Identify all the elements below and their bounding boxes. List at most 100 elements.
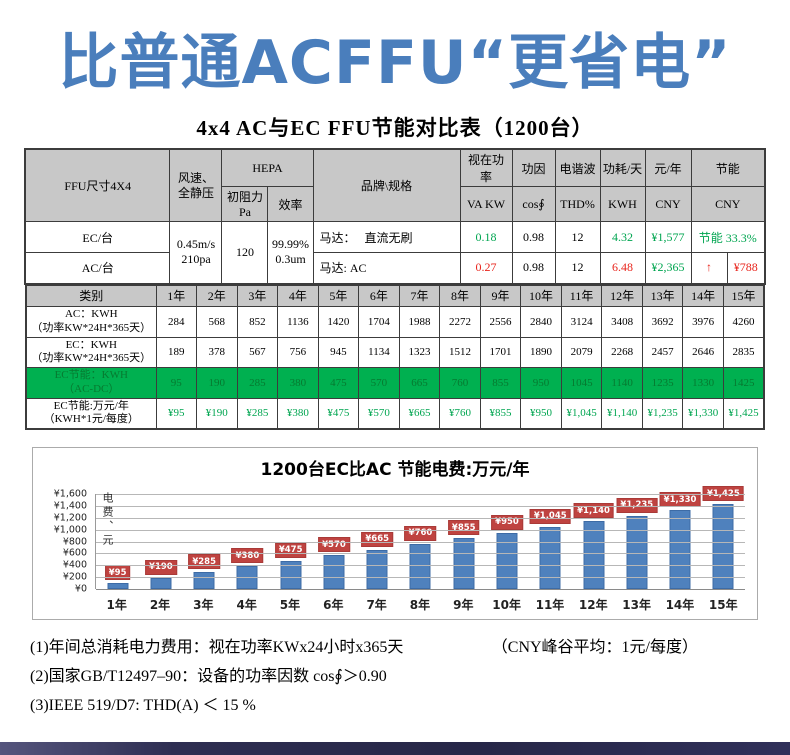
table-cell: ¥855 (479, 397, 522, 430)
ec-thd: 12 (554, 221, 601, 253)
footnote-1-right: （CNY峰谷平均：1元/每度） (491, 639, 698, 656)
bar (107, 583, 129, 589)
x-tick-label: 3年 (193, 598, 214, 612)
ac-motor: 马达: AC (312, 252, 461, 284)
year-column-header: 14年 (682, 284, 724, 307)
hdr-cny-saving: CNY (690, 186, 766, 222)
hdr-saving: 节能 (690, 148, 766, 187)
year-column-header: 4年 (277, 284, 319, 307)
table-cell: 2079 (560, 336, 603, 368)
table-cell: 3692 (641, 306, 684, 338)
footnote-3-text: (3)IEEE 519/D7: THD(A) ＜ 15 % (30, 697, 256, 714)
table-cell: ¥950 (520, 397, 562, 430)
year-column-header: 11年 (560, 284, 603, 307)
table-cell: 285 (236, 367, 279, 399)
chart-bars: ¥95 ¥190 ¥285 ¥380 ¥475 ¥570 ¥665 ¥760 ¥855 ¥950 ¥… (96, 486, 745, 589)
year-column-header: 8年 (439, 284, 481, 307)
ac-arrow-up: ↑ (690, 252, 728, 284)
year-column-header: 15年 (722, 284, 765, 307)
table-cell: 1140 (601, 367, 643, 399)
table-cell: 2556 (479, 306, 522, 338)
hdr-hepa-resistance: 初阻力Pa (221, 186, 269, 222)
table-cell: 945 (317, 336, 360, 368)
y-tick-label: ¥0 (74, 583, 87, 595)
y-tick-label: ¥400 (62, 559, 87, 571)
table-cell: ¥665 (398, 397, 441, 430)
bar-data-label: ¥190 (145, 559, 177, 575)
table-cell: 2646 (682, 336, 724, 368)
gridline (96, 541, 745, 543)
wind-value-line1: 0.45m/s (176, 237, 216, 252)
table-cell: 2272 (439, 306, 481, 338)
gridline (96, 565, 745, 567)
x-tick-label: 8年 (409, 598, 431, 612)
gridline (96, 577, 745, 579)
page-headline: 比普通ACFFU“更省电” (58, 28, 732, 98)
bar-slot: ¥570 (312, 494, 355, 589)
gridline (96, 517, 745, 519)
ec-row-label: EC/台 (24, 221, 171, 253)
table-caption: 4x4 AC与EC FFU节能对比表（1200台） (196, 116, 594, 140)
efficiency-line2: 0.3um (275, 252, 306, 267)
category-header: 类别 (25, 284, 157, 307)
bar-data-label: ¥760 (404, 525, 437, 541)
bar (323, 555, 345, 589)
table-cell: ¥1,330 (682, 397, 724, 430)
bar-data-label: ¥475 (274, 542, 307, 558)
chart-y-axis-labels: ¥1,600 ¥1,400 ¥1,200 ¥1,000 ¥800 ¥600 ¥400 ¥200… (35, 489, 91, 595)
x-tick-label: 5年 (279, 598, 301, 612)
bar (150, 577, 172, 589)
ec-saving-percent: 节能 33.3% (690, 221, 766, 253)
table-cell: 3124 (560, 306, 603, 338)
table-cell: 1330 (682, 367, 724, 399)
chart-title: 1200台EC比AC 节能电费:万元/年 (260, 460, 530, 480)
y-tick-label: ¥1,400 (53, 500, 87, 512)
hdr-brand-spec: 品牌\规格 (312, 148, 461, 222)
table-cell: 2835 (722, 336, 765, 368)
table-cell: 1890 (520, 336, 562, 368)
table-cell: 284 (155, 306, 198, 338)
x-tick-label: 1年 (106, 598, 127, 612)
table-cell: 189 (155, 336, 198, 368)
table-cell: 1988 (398, 306, 441, 338)
table-row: EC节能:万元/年 （KWH*1元/每度） ¥95 ¥190 ¥285 ¥380 ¥475 ¥… (25, 397, 765, 430)
table-cell: 567 (236, 336, 279, 368)
y-tick-label: ¥800 (62, 536, 87, 547)
table-row: EC节能：KWH （AC-DC） 95 190 285 380 475 570 665 760 85… (25, 367, 765, 399)
table-cell: 1425 (722, 367, 765, 399)
year-column-header: 12年 (601, 284, 643, 307)
bar (453, 538, 475, 589)
resistance-value: 120 (221, 221, 269, 284)
table-cell: 4260 (722, 306, 765, 338)
bar-data-label: ¥1,235 (616, 497, 658, 513)
x-tick-label: 12年 (578, 598, 608, 612)
chart-x-axis-labels: 1年 2年 3年 4年 5年 6年 7年 8年 9年 10年 11年 12年 13年 14年 15年 (95, 596, 745, 614)
y-tick-label: ¥1,200 (53, 512, 87, 524)
ec-motor: 马达： 直流无刷 (312, 221, 461, 253)
ac-cny: ¥2,365 (644, 252, 692, 284)
y-tick-label: ¥1,600 (53, 488, 87, 500)
x-tick-label: 10年 (492, 598, 521, 612)
hdr-apparent-power: 视在功率 (459, 148, 513, 187)
y-tick-label: ¥1,000 (53, 524, 87, 536)
table-cell: 3408 (601, 306, 643, 338)
table-row: AC：KWH （功率KW*24H*365天） 284 568 852 1136 1420 17… (25, 306, 765, 338)
ac-row-label: AC/台 (24, 252, 171, 284)
table-cell: 2457 (641, 336, 684, 368)
year-column-header: 6年 (358, 284, 400, 307)
bar (496, 532, 518, 589)
ec-kwh: 4.32 (599, 221, 646, 253)
row-label: EC节能:万元/年 （KWH*1元/每度） (25, 397, 157, 430)
table-cell: 852 (236, 306, 279, 338)
hdr-consumption-day: 功耗/天 (599, 148, 646, 187)
table-cell: 378 (196, 336, 238, 368)
x-tick-label: 9年 (453, 598, 474, 612)
row-label: EC：KWH （功率KW*24H*365天） (25, 336, 157, 368)
year-column-header: 5年 (317, 284, 360, 307)
year-column-header: 9年 (479, 284, 522, 307)
bar (539, 526, 561, 589)
table-cell: 950 (520, 367, 562, 399)
wind-value-line2: 210pa (181, 252, 211, 267)
ec-va: 0.18 (459, 221, 513, 253)
table-cell: 568 (196, 306, 238, 338)
